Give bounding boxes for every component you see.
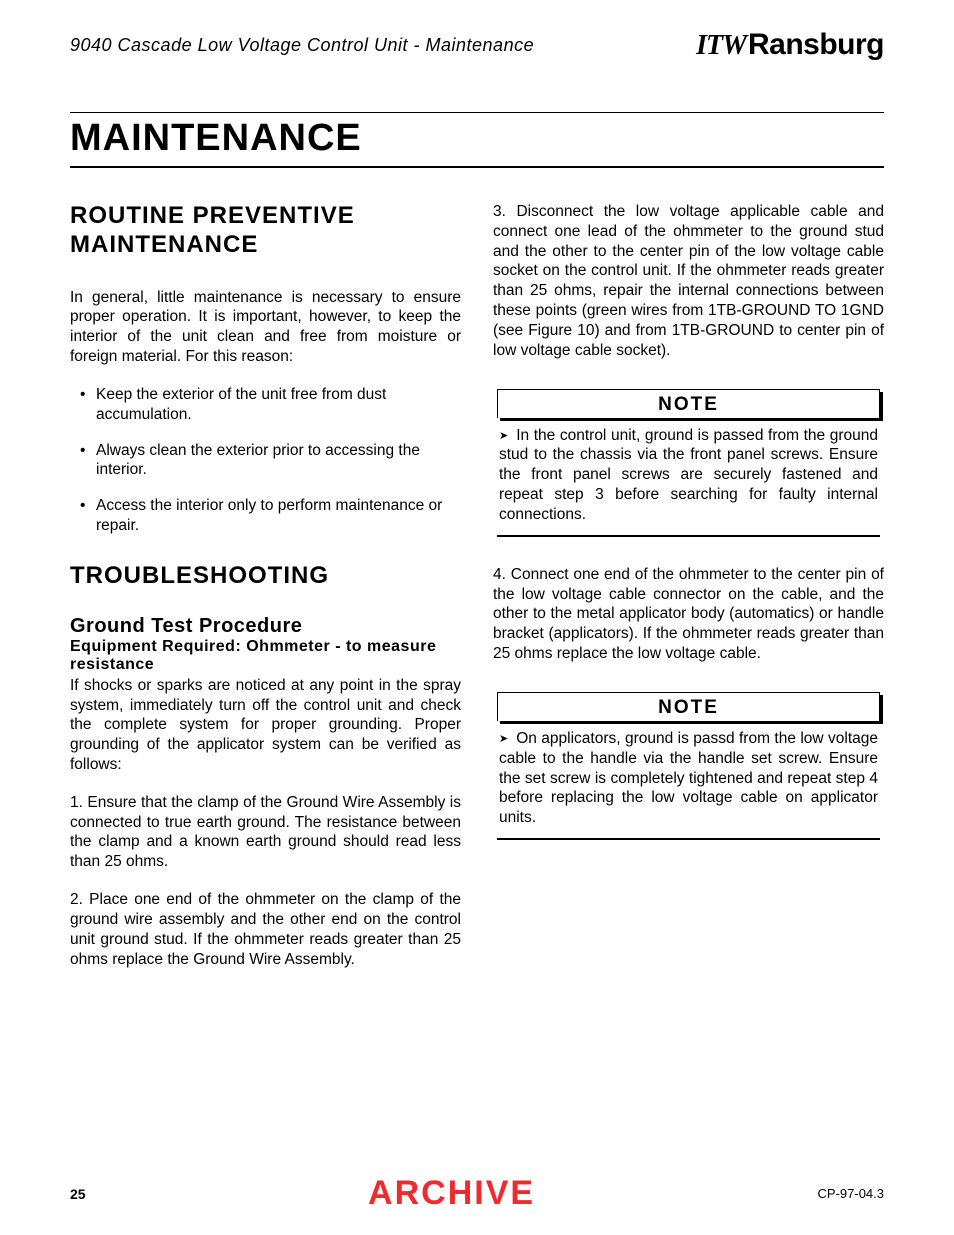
header-doc-title: 9040 Cascade Low Voltage Control Unit - …	[70, 35, 534, 56]
archive-watermark: ARCHIVE	[368, 1174, 535, 1213]
heading-ground-test: Ground Test Procedure	[70, 615, 461, 638]
page-footer: 25 ARCHIVE CP-97-04.3	[70, 1174, 884, 1213]
step-4: 4. Connect one end of the ohmmeter to th…	[493, 565, 884, 664]
bullet-item: Always clean the exterior prior to acces…	[80, 441, 461, 481]
step-3: 3. Disconnect the low voltage applicable…	[493, 202, 884, 361]
heading-equipment: Equipment Required: Ohmmeter - to measur…	[70, 638, 461, 674]
note-body: In the control unit, ground is passed fr…	[497, 424, 880, 537]
page-header: 9040 Cascade Low Voltage Control Unit - …	[70, 28, 884, 62]
step-2: 2. Place one end of the ohmmeter on the …	[70, 890, 461, 969]
main-title: MAINTENANCE	[70, 117, 884, 168]
intro-paragraph: In general, little maintenance is necess…	[70, 288, 461, 367]
note-box-1: NOTE In the control unit, ground is pass…	[497, 389, 880, 537]
left-column: ROUTINE PREVENTIVE MAINTENANCE In genera…	[70, 202, 461, 987]
maintenance-bullets: Keep the exterior of the unit free from …	[70, 385, 461, 536]
bullet-item: Keep the exterior of the unit free from …	[80, 385, 461, 425]
doc-code: CP-97-04.3	[818, 1186, 884, 1201]
heading-routine: ROUTINE PREVENTIVE MAINTENANCE	[70, 202, 461, 260]
note-title-frame: NOTE	[497, 389, 880, 418]
bullet-item: Access the interior only to perform main…	[80, 496, 461, 536]
logo-brand-text: Ransburg	[748, 28, 884, 62]
note-box-2: NOTE On applicators, ground is passd fro…	[497, 692, 880, 840]
right-column: 3. Disconnect the low voltage applicable…	[493, 202, 884, 987]
heading-troubleshooting: TROUBLESHOOTING	[70, 562, 461, 591]
step-1: 1. Ensure that the clamp of the Ground W…	[70, 793, 461, 872]
logo-itw-text: ITW	[696, 30, 746, 62]
page-number: 25	[70, 1186, 86, 1202]
rule-thin	[70, 112, 884, 113]
shock-paragraph: If shocks or sparks are noticed at any p…	[70, 676, 461, 775]
note-title: NOTE	[658, 697, 719, 718]
brand-logo: ITW Ransburg	[696, 28, 884, 62]
note-body: On applicators, ground is passd from the…	[497, 727, 880, 840]
content-columns: ROUTINE PREVENTIVE MAINTENANCE In genera…	[70, 202, 884, 987]
note-title-frame: NOTE	[497, 692, 880, 721]
note-title: NOTE	[658, 394, 719, 415]
